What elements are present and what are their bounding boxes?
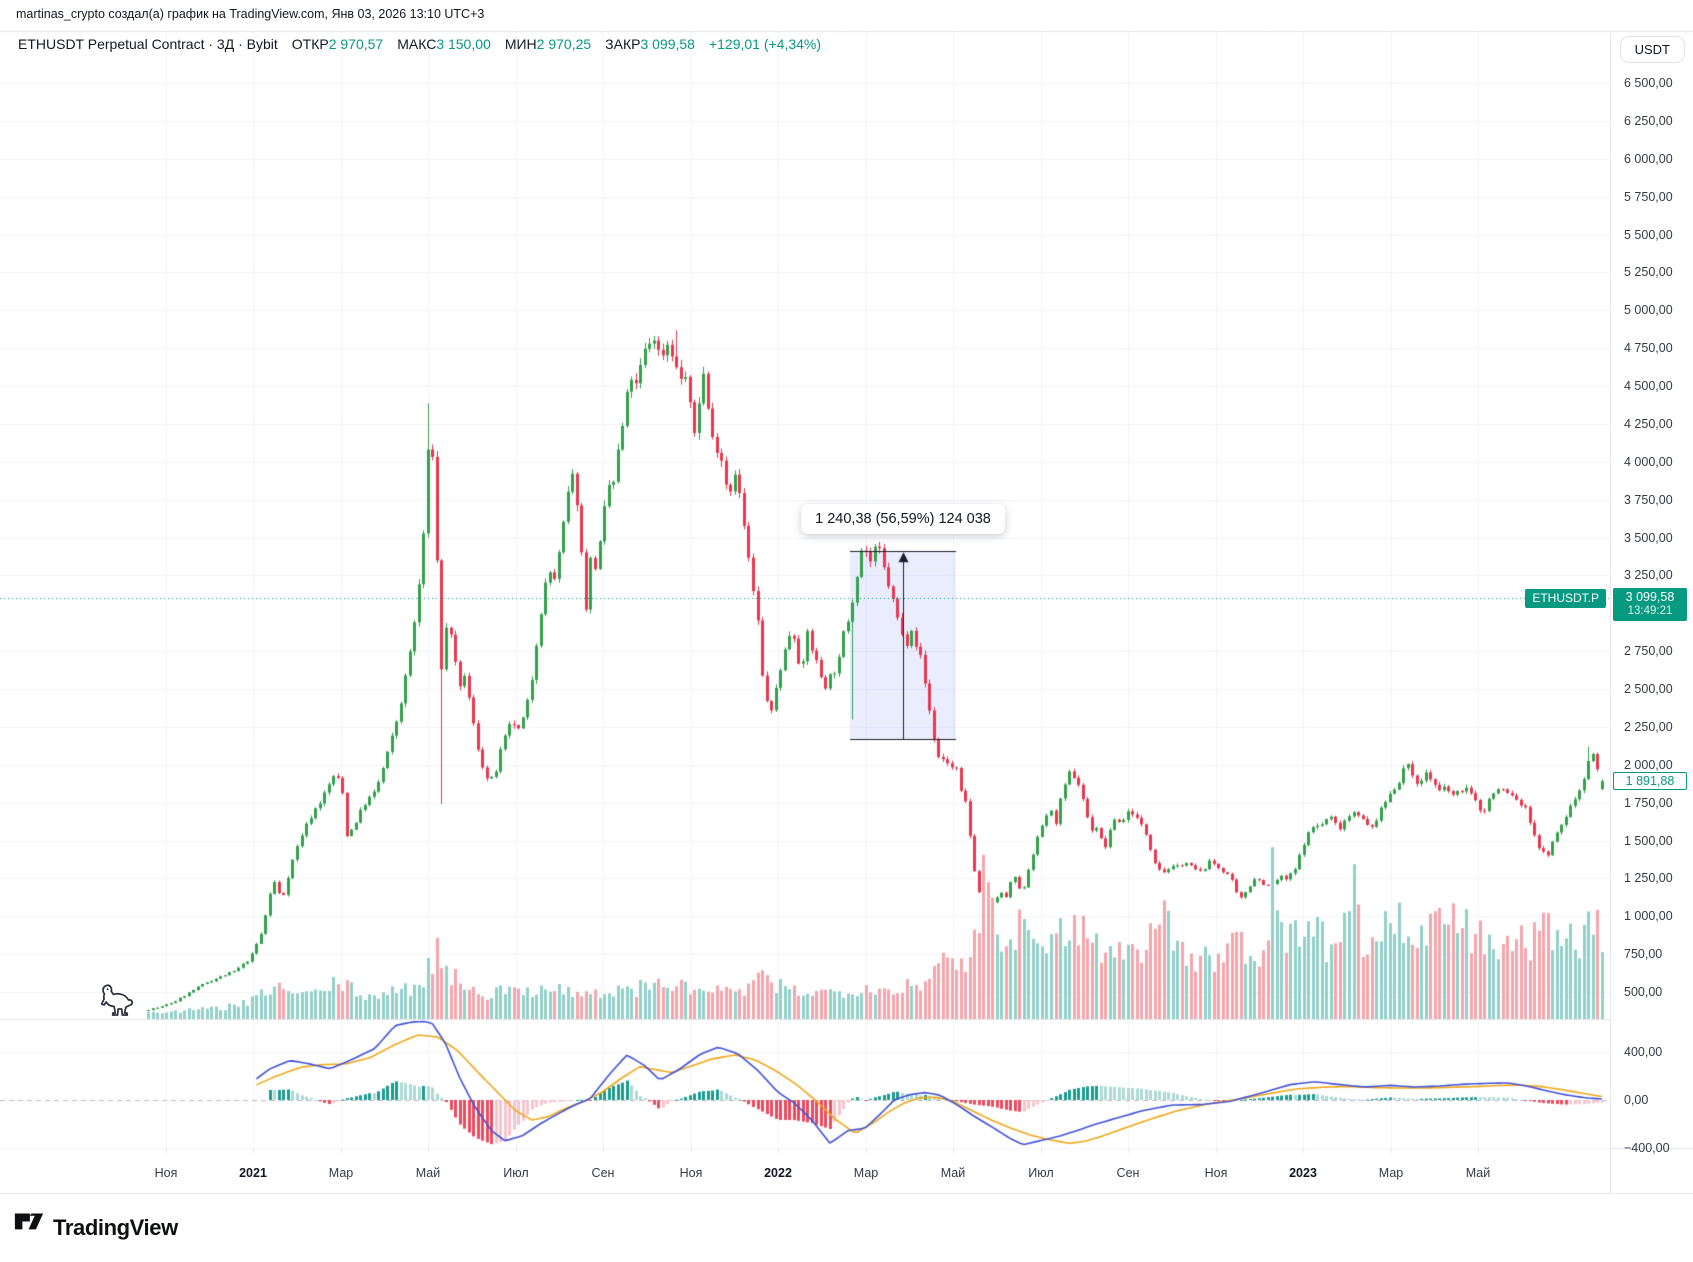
price-tick-label: 6 000,00 (1624, 151, 1673, 166)
price-tick-label: 1 000,00 (1624, 909, 1673, 924)
price-tick-label: 6 250,00 (1624, 113, 1673, 128)
price-tick-label: 1 750,00 (1624, 795, 1673, 810)
price-tick-label: 3 750,00 (1624, 492, 1673, 507)
price-line-symbol-tag: ETHUSDT.P (1525, 589, 1606, 608)
price-tick-label: 4 250,00 (1624, 416, 1673, 431)
price-tick-label: 2 000,00 (1624, 757, 1673, 772)
price-tick-label: 5 250,00 (1624, 265, 1673, 280)
time-tick-label: 2022 (764, 1166, 792, 1180)
time-tick-label: Май (940, 1166, 966, 1180)
price-tick-label: 4 500,00 (1624, 379, 1673, 393)
tradingview-wordmark: TradingView (53, 1214, 178, 1240)
time-tick-label: Июл (503, 1166, 529, 1180)
price-tick-label: 2 500,00 (1624, 682, 1673, 696)
ohlc-open: ОТКР2 970,57 (291, 36, 384, 52)
currency-unit-button[interactable]: USDT (1619, 36, 1685, 63)
time-tick-label: Июл (1028, 1166, 1054, 1180)
time-tick-label: Ноя (1204, 1166, 1228, 1180)
price-tick-label: 3 500,00 (1624, 530, 1673, 545)
measure-tool-tooltip: 1 240,38 (56,59%) 124 038 (801, 504, 1005, 534)
dinosaur-sticker[interactable] (94, 982, 134, 1025)
time-tick-label: Мар (853, 1166, 879, 1180)
time-tick-label: Сен (591, 1166, 615, 1180)
time-tick-label: Май (1465, 1166, 1491, 1180)
macd-tick-label: 0,00 (1624, 1093, 1649, 1107)
chart-legend[interactable]: ETHUSDT Perpetual Contract · 3Д · Bybit … (18, 36, 821, 52)
time-tick-label: Ноя (679, 1166, 703, 1180)
ohlc-close: ЗАКР3 099,58 (605, 36, 695, 52)
price-tick-label: 1 500,00 (1624, 833, 1673, 848)
price-tick-label: 3 250,00 (1624, 568, 1673, 583)
ohlc-high: МАКС3 150,00 (397, 36, 491, 52)
attribution-text: martinas_crypto создал(а) график на Trad… (16, 7, 485, 21)
price-tick-label: 2 250,00 (1624, 719, 1673, 734)
tradingview-logo-icon (14, 1212, 44, 1243)
price-tick-label: 2 750,00 (1624, 644, 1673, 659)
time-tick-label: Мар (328, 1166, 354, 1180)
price-tick-label: 500,00 (1624, 985, 1663, 999)
current-price-label: 3 099,58 13:49:21 (1613, 588, 1687, 621)
current-price-value: 3 099,58 (1625, 590, 1675, 604)
ohlc-low: МИН2 970,25 (504, 36, 592, 52)
macd-tick-label: 400,00 (1624, 1045, 1663, 1059)
macd-tick-label: −400,00 (1624, 1141, 1670, 1155)
time-tick-label: Сен (1116, 1166, 1140, 1180)
change-value: +129,01 (+4,34%) (708, 36, 822, 52)
price-tick-label: 6 500,00 (1624, 76, 1673, 90)
price-tick-label: 5 500,00 (1624, 227, 1673, 242)
tradingview-logo[interactable]: TradingView (14, 1212, 178, 1243)
price-tick-label: 5 000,00 (1624, 303, 1673, 318)
price-tick-label: 4 000,00 (1624, 454, 1673, 469)
time-tick-label: 2023 (1289, 1166, 1317, 1180)
time-tick-label: Ноя (154, 1166, 178, 1180)
time-tick-label: Май (415, 1166, 441, 1180)
time-tick-label: 2021 (239, 1166, 267, 1180)
symbol-title[interactable]: ETHUSDT Perpetual Contract · 3Д · Bybit (18, 36, 278, 52)
price-tick-label: 4 750,00 (1624, 341, 1673, 356)
last-close-price-label: 1 891,88 (1613, 772, 1687, 790)
price-tick-label: 1 250,00 (1624, 871, 1673, 886)
price-tick-label: 750,00 (1624, 947, 1663, 962)
time-tick-label: Мар (1378, 1166, 1404, 1180)
price-tick-label: 5 750,00 (1624, 189, 1673, 204)
bar-countdown: 13:49:21 (1627, 605, 1673, 617)
